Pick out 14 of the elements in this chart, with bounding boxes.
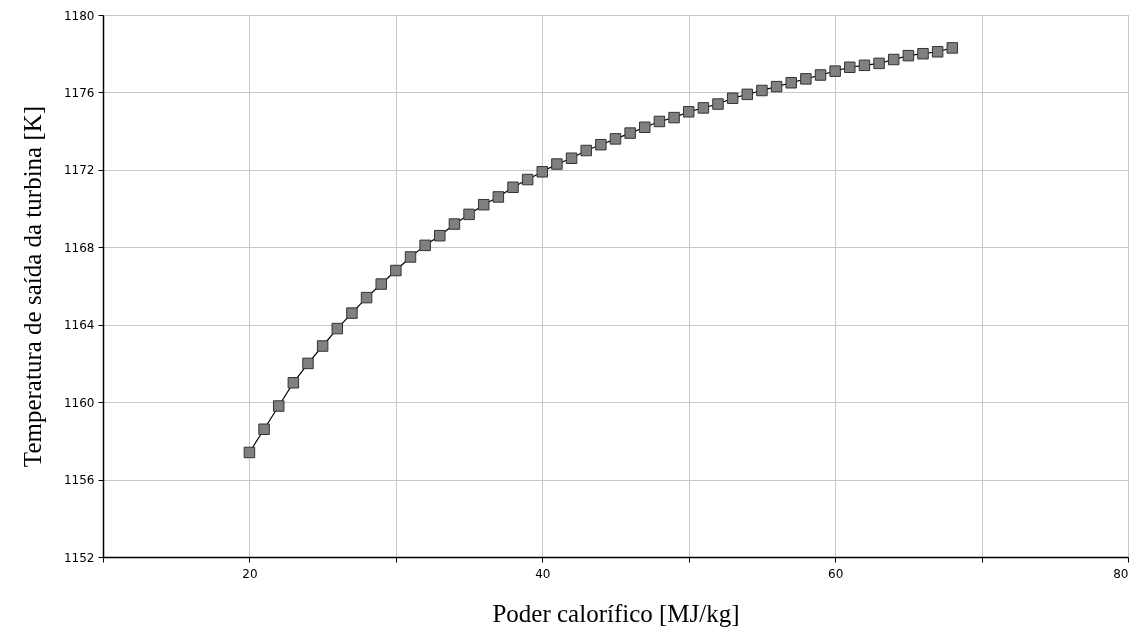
y-tick-label: 1160 [63, 395, 95, 410]
y-axis-title: Temperatura de saída da turbina [K] [18, 105, 46, 468]
x-tick-label: 40 [535, 566, 551, 581]
x-tick-label: 20 [242, 566, 258, 581]
y-tick-label: 1164 [63, 318, 95, 333]
y-tick-label: 1176 [63, 85, 95, 100]
x-tick-label: 60 [828, 566, 844, 581]
y-tick-label: 1156 [63, 473, 95, 488]
y-tick-label: 1172 [63, 163, 95, 178]
x-tick-label: 80 [1113, 566, 1129, 581]
y-tick-label: 1180 [63, 8, 95, 23]
y-tick-label: 1152 [63, 550, 95, 565]
x-axis-title: Poder calorífico [MJ/kg] [492, 599, 740, 627]
y-tick-label: 1168 [63, 240, 95, 255]
